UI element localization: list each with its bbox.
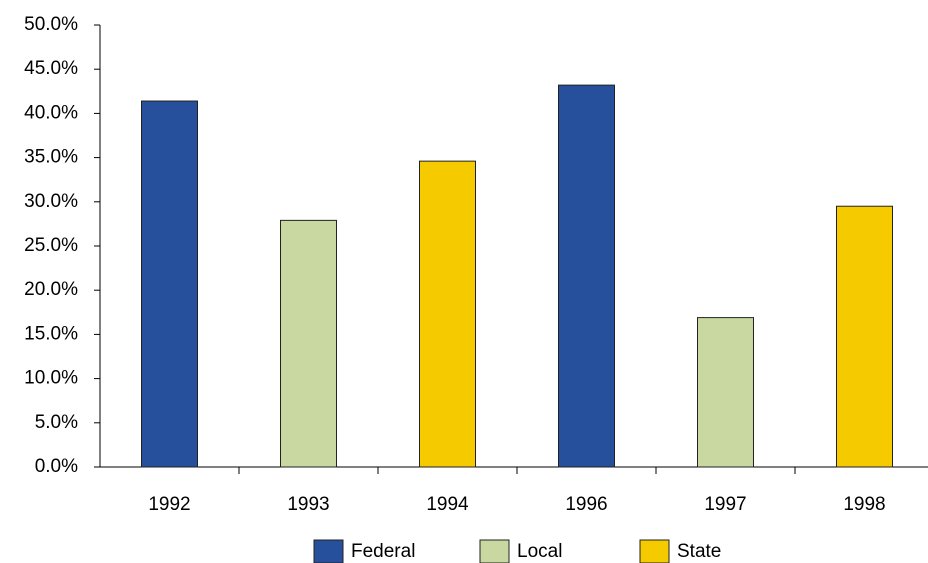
bar [280, 219, 337, 468]
y-tick-label: 0.0% [35, 456, 78, 477]
x-tick-label: 1996 [565, 494, 607, 515]
y-tick-label: 40.0% [24, 102, 78, 123]
x-tick-label: 1994 [426, 494, 469, 515]
bar [419, 160, 476, 468]
y-tick-label: 35.0% [24, 147, 78, 168]
y-tick-label: 10.0% [24, 368, 78, 389]
x-tick-label: 1997 [704, 494, 746, 515]
legend-label: State [677, 541, 721, 562]
legend-label: Federal [351, 541, 415, 562]
bar [141, 100, 198, 468]
x-tick-label: 1998 [843, 494, 885, 515]
y-tick-label: 25.0% [24, 235, 78, 256]
y-tick-label: 50.0% [24, 14, 78, 35]
legend-swatch [639, 539, 670, 563]
legend-swatch [313, 539, 344, 563]
bar [558, 84, 615, 468]
legend-swatch [479, 539, 510, 563]
legend-label: Local [517, 541, 562, 562]
y-tick-label: 15.0% [24, 323, 78, 344]
bar [697, 317, 754, 468]
y-tick-label: 20.0% [24, 279, 78, 300]
x-tick-label: 1993 [287, 494, 329, 515]
y-tick-label: 30.0% [24, 191, 78, 212]
y-tick-label: 5.0% [35, 412, 78, 433]
bar [836, 205, 893, 468]
x-tick-label: 1992 [148, 494, 190, 515]
y-tick-label: 45.0% [24, 58, 78, 79]
